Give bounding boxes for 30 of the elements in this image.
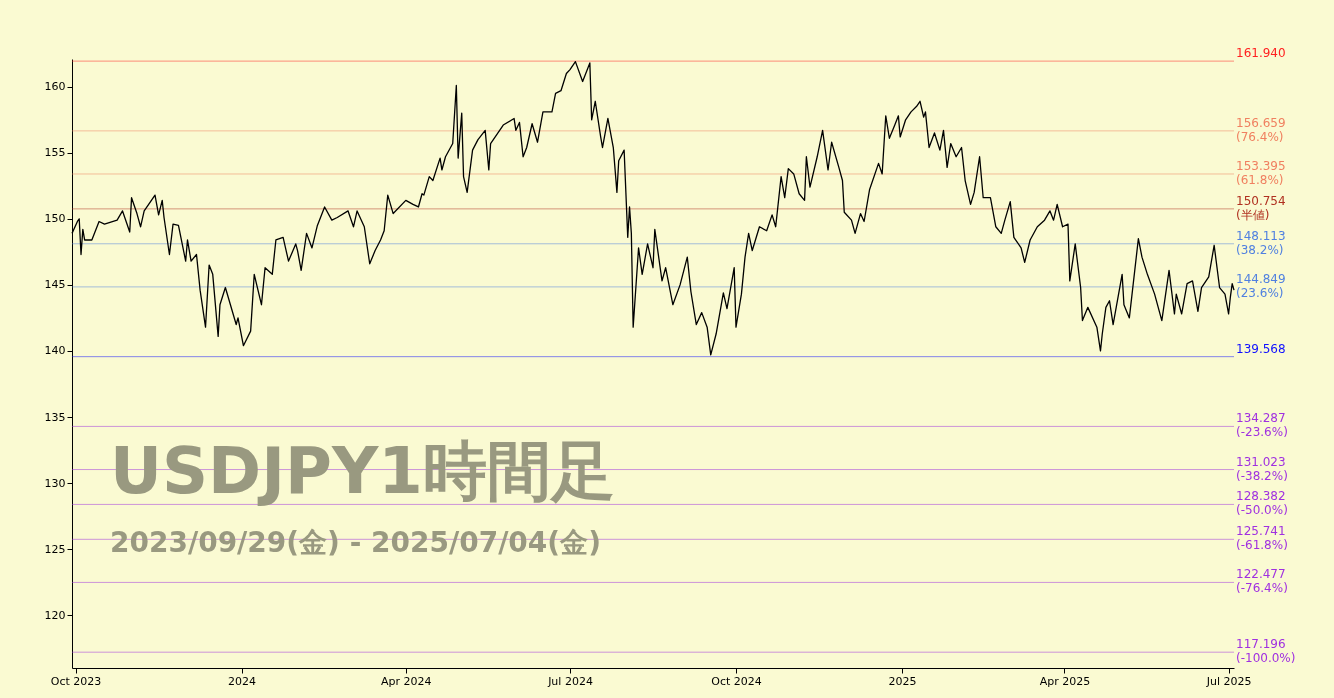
ref-line-label: 150.754 (半値) (1236, 193, 1286, 222)
ref-line-label: 161.940 (1236, 46, 1286, 61)
y-tick-label: 125 (44, 542, 66, 556)
x-tick-label: Jul 2024 (547, 674, 593, 688)
ref-line-label: 125.741 (-61.8%) (1236, 524, 1288, 553)
ref-line-label: 139.568 (1236, 341, 1286, 356)
y-tick-label: 130 (44, 476, 66, 490)
x-tick-label: Oct 2023 (50, 674, 102, 688)
y-tick-label: 140 (44, 344, 66, 358)
ref-line-label: 148.113 (38.2%) (1236, 228, 1286, 257)
ref-line-label: 153.395 (61.8%) (1236, 159, 1286, 187)
ref-line-label: 134.287 (-23.6%) (1236, 411, 1288, 440)
y-tick-label: 150 (44, 212, 66, 226)
x-tick-label: Apr 2025 (1039, 674, 1091, 688)
y-tick-label: 155 (44, 146, 66, 160)
x-tick-label: Apr 2024 (381, 674, 432, 688)
ref-line-label: 117.196 (-100.0%) (1236, 637, 1296, 666)
ref-line-label: 128.382 (-50.0%) (1236, 489, 1288, 518)
ref-line-label: 122.477 (-76.4%) (1236, 567, 1288, 596)
x-tick-label: 2024 (228, 674, 257, 688)
ref-line-label: 131.023 (-38.2%) (1236, 454, 1288, 483)
y-tick-label: 145 (44, 278, 66, 292)
y-tick-label: 120 (44, 608, 66, 622)
x-tick-label: 2025 (888, 674, 917, 688)
ref-line-label: 156.659 (76.4%) (1236, 115, 1286, 144)
x-tick-label: Oct 2024 (711, 674, 762, 688)
y-tick-label: 135 (44, 410, 66, 424)
ref-line-label: 144.849 (23.6%) (1236, 271, 1286, 300)
y-tick-label: 160 (44, 80, 66, 94)
x-tick-label: Jul 2025 (1205, 674, 1252, 688)
